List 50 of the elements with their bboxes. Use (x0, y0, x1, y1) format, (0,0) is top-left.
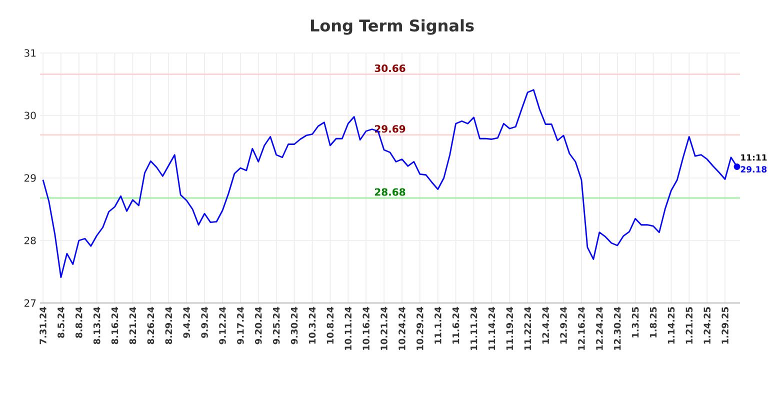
x-tick-label: 9.17.24 (237, 306, 244, 344)
x-tick-label: 9.4.24 (183, 306, 190, 338)
x-tick-label: 9.9.24 (201, 306, 208, 338)
x-tick-label: 10.11.24 (344, 306, 352, 350)
x-tick-label: 1.29.25 (722, 307, 728, 344)
x-tick-label: 1.21.25 (686, 307, 693, 344)
y-tick-label: 30 (24, 112, 36, 120)
x-tick-label: 8.21.24 (129, 306, 136, 344)
x-tick-label: 9.20.24 (254, 306, 262, 344)
x-tick-label: 1.8.25 (650, 307, 657, 338)
x-tick-label: 11.14.24 (488, 306, 496, 350)
y-tick-label: 29 (24, 174, 36, 182)
x-tick-label: 12.4.24 (542, 306, 549, 344)
x-tick-label: 1.24.25 (704, 307, 710, 344)
x-tick-label: 1.14.25 (668, 307, 675, 344)
x-tick-label: 8.13.24 (93, 306, 100, 344)
ref-line-label: 28.68 (374, 188, 406, 196)
x-tick-label: 10.29.24 (416, 306, 424, 350)
x-tick-label: 10.16.24 (362, 306, 370, 350)
x-tick-label: 9.12.24 (219, 306, 226, 344)
x-tick-label: 8.5.24 (58, 306, 64, 338)
x-tick-label: 10.24.24 (398, 306, 406, 350)
chart-title: Long Term Signals (310, 19, 474, 35)
x-tick-label: 9.25.24 (272, 306, 280, 344)
x-tick-label: 8.26.24 (147, 306, 154, 344)
x-tick-label: 10.3.24 (308, 306, 316, 344)
x-tick-label: 8.29.24 (165, 306, 172, 344)
x-tick-label: 11.19.24 (506, 306, 514, 350)
y-tick-label: 28 (24, 236, 36, 244)
x-tick-label: 12.30.24 (614, 306, 621, 350)
x-tick-label: 10.8.24 (326, 306, 334, 344)
x-tick-label: 11.1.24 (434, 306, 442, 344)
y-tick-label: 27 (24, 299, 36, 307)
ref-line-label: 29.69 (374, 125, 406, 133)
x-tick-label: 9.30.24 (290, 306, 298, 344)
x-tick-label: 11.22.24 (524, 306, 531, 350)
y-tick-label: 31 (24, 49, 36, 57)
x-tick-label: 7.31.24 (40, 306, 46, 344)
x-tick-label: 8.8.24 (75, 306, 82, 338)
x-tick-label: 11.6.24 (452, 306, 460, 344)
x-tick-label: 11.11.24 (470, 306, 478, 350)
x-tick-label: 8.16.24 (111, 306, 118, 344)
ref-line-label: 30.66 (374, 64, 406, 72)
x-tick-label: 12.24.24 (596, 306, 603, 350)
x-tick-label: 12.9.24 (560, 306, 567, 344)
x-tick-label: 1.3.25 (632, 307, 639, 338)
text: 11:11 (741, 154, 767, 161)
x-tick-label: 12.16.24 (578, 306, 585, 350)
x-tick-label: 10.21.24 (380, 306, 388, 350)
text: 29.18 (740, 166, 767, 173)
